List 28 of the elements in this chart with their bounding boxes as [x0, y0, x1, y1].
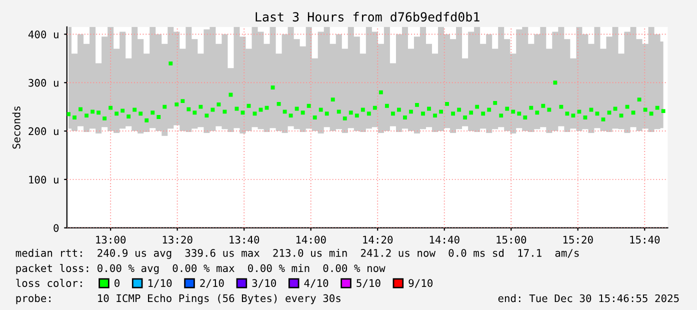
- legend-label: 2/10: [200, 279, 224, 288]
- text: end: Tue Dec 30 15:46:55 2025: [498, 294, 679, 302]
- x-tick-label: 15:40: [630, 236, 660, 244]
- x-tick-label: 13:00: [96, 236, 126, 244]
- y-tick-label: 300 u: [28, 78, 58, 87]
- y-tick-label: 400 u: [28, 30, 58, 38]
- legend-label: 9/10: [408, 279, 432, 288]
- x-tick-label: 15:20: [563, 236, 593, 244]
- x-tick-label: 15:00: [496, 236, 526, 244]
- text: probe: 10 ICMP Echo Pings (56 Bytes) every 30s: [16, 294, 340, 304]
- text: median rtt: 240.9 us avg 339.6 us max 213.0 us min 241.2 us now 0.0 ms sd 17.1 am/s: [16, 248, 579, 259]
- legend-label: 0: [114, 279, 120, 288]
- x-tick-label: 14:20: [363, 236, 393, 244]
- legend-label: 5/10: [356, 279, 380, 288]
- y-axis-title: Seconds: [12, 106, 20, 149]
- legend-title: loss color:: [16, 278, 82, 288]
- legend-label: 3/10: [252, 279, 276, 288]
- x-tick-label: 14:40: [430, 236, 460, 244]
- legend-label: 4/10: [304, 279, 328, 288]
- y-tick-label: 200 u: [28, 127, 58, 136]
- x-tick-label: 13:40: [230, 236, 260, 244]
- y-tick-label: 0: [54, 224, 59, 232]
- chart-title: Last 3 Hours from d76b9edfd0b1: [256, 12, 480, 22]
- x-tick-label: 13:20: [162, 236, 192, 244]
- x-tick-label: 14:00: [296, 236, 326, 244]
- legend-label: 1/10: [148, 279, 172, 288]
- y-tick-label: 100 u: [29, 176, 58, 184]
- text: packet loss: 0.00 % avg 0.00 % max 0.00 % min 0.00 % now: [16, 264, 386, 274]
